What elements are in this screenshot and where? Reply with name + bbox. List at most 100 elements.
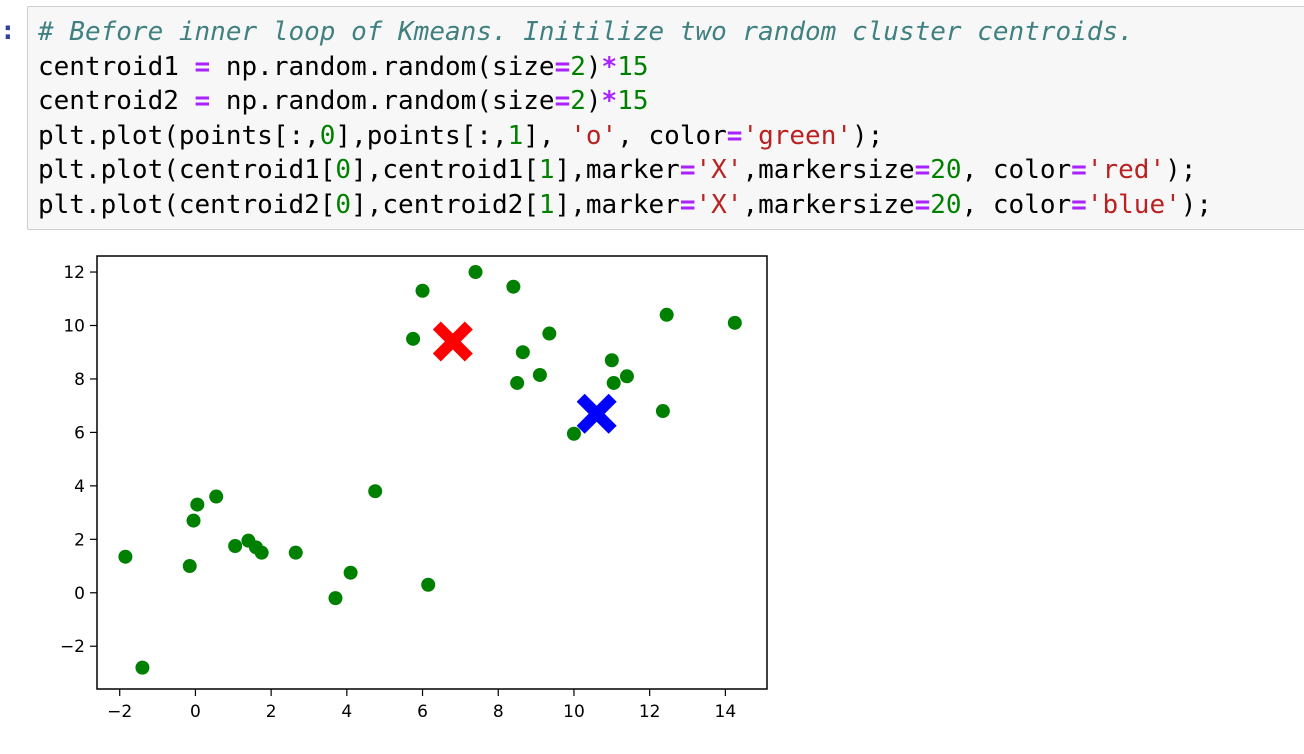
y-tick-label: 0: [74, 584, 85, 604]
data-point: [186, 513, 201, 528]
code-token: 0: [335, 189, 352, 220]
code-token: np.random.random(size: [210, 51, 555, 82]
data-point: [510, 375, 525, 390]
code-token: 2: [570, 86, 586, 116]
x-tick-label: 2: [266, 702, 277, 722]
code-token: 20: [930, 189, 962, 220]
data-point: [659, 307, 674, 322]
cell-prompt: :: [0, 16, 16, 46]
data-point: [190, 497, 205, 512]
code-cell-input[interactable]: # Before inner loop of Kmeans. Initilize…: [27, 6, 1304, 230]
code-token: 1: [538, 189, 555, 220]
x-tick-label: −2: [107, 702, 132, 722]
cell-output: −2 0 2 4 6 8 10 12 14 −2 0 2 4 6 8 10 12: [0, 240, 1304, 750]
axes-frame: [96, 255, 768, 690]
data-point: [606, 375, 621, 390]
code-token: =: [194, 51, 211, 82]
data-point: [421, 577, 436, 592]
code-token: =: [914, 189, 931, 220]
code-token: ],marker: [554, 189, 680, 220]
code-token: plt.plot(centroid2[: [38, 189, 336, 220]
y-axis: −2 0 2 4 6 8 10 12: [60, 263, 97, 657]
code-token: =: [554, 51, 571, 82]
data-point: [135, 660, 150, 675]
code-token: centroid1: [38, 51, 195, 82]
data-point: [209, 489, 224, 504]
code-line: plt.plot(centroid2[0],centroid2[1],marke…: [38, 188, 1304, 223]
code-token: ],marker: [554, 155, 680, 185]
y-tick-label: −2: [60, 637, 85, 657]
code-token: 15: [617, 86, 649, 116]
code-token: , color: [961, 189, 1072, 220]
code-token: 'green': [742, 120, 853, 151]
code-token: =: [1071, 155, 1087, 185]
code-token: 2: [570, 51, 586, 82]
code-token: =: [679, 189, 696, 220]
code-token: =: [194, 86, 211, 116]
code-token: ],centroid2[: [351, 189, 539, 220]
scatter-plot: −2 0 2 4 6 8 10 12 14 −2 0 2 4 6 8 10 12: [60, 255, 768, 722]
y-tick-label: 12: [63, 263, 85, 283]
data-point: [655, 404, 670, 419]
code-token: );: [852, 120, 884, 151]
code-token: ): [585, 86, 602, 116]
code-token: =: [726, 120, 743, 151]
code-token: 0: [319, 120, 336, 151]
code-token: 1: [538, 155, 555, 185]
code-token: , color: [617, 120, 727, 151]
data-point: [415, 283, 430, 298]
data-point: [228, 539, 243, 554]
code-token: 'X': [695, 155, 743, 185]
data-point: [118, 549, 133, 564]
code-token: , color: [961, 155, 1072, 185]
data-point: [406, 331, 421, 346]
data-point: [727, 315, 742, 330]
x-axis: −2 0 2 4 6 8 10 12 14: [107, 689, 736, 722]
red-centroid-marker: [432, 321, 473, 362]
x-tick-label: 12: [639, 702, 661, 722]
code-token: 'X': [695, 189, 743, 220]
y-tick-label: 6: [74, 423, 85, 443]
code-line: plt.plot(centroid1[0],centroid1[1],marke…: [38, 153, 1304, 188]
code-token: 15: [617, 51, 649, 82]
code-editor[interactable]: # Before inner loop of Kmeans. Initilize…: [38, 15, 1304, 222]
code-token: plt.plot(centroid1[: [38, 155, 336, 185]
data-point: [532, 367, 547, 382]
data-point: [566, 426, 581, 441]
code-token: 'blue': [1086, 189, 1181, 220]
code-token: 'o': [570, 120, 618, 151]
data-point: [343, 565, 358, 580]
data-point: [542, 326, 557, 341]
code-token: ],: [523, 120, 571, 151]
data-point: [506, 279, 521, 294]
code-token: plt.plot(points[:,: [38, 120, 320, 151]
code-token: np.random.random(size: [210, 86, 555, 116]
code-token: =: [914, 155, 931, 185]
x-tick-label: 10: [563, 702, 585, 722]
code-token: =: [554, 86, 571, 116]
data-point: [328, 591, 343, 606]
code-line: centroid1 = np.random.random(size=2)*15: [38, 50, 1304, 85]
code-token: );: [1165, 155, 1197, 185]
code-token: 0: [335, 155, 352, 185]
x-tick-label: 8: [493, 702, 504, 722]
code-token: centroid2: [38, 86, 195, 116]
data-point: [288, 545, 303, 560]
code-line: centroid2 = np.random.random(size=2)*15: [38, 84, 1304, 119]
y-tick-label: 8: [74, 370, 85, 390]
data-point: [182, 559, 197, 574]
code-token: # Before inner loop of Kmeans. Initilize…: [38, 17, 1134, 47]
data-point: [254, 545, 269, 560]
x-tick-label: 4: [341, 702, 352, 722]
y-tick-label: 4: [74, 477, 85, 497]
y-tick-label: 2: [74, 530, 85, 550]
code-token: =: [1071, 189, 1087, 220]
code-line: plt.plot(points[:,0],points[:,1], 'o', c…: [38, 119, 1304, 154]
code-token: 'red': [1086, 155, 1166, 185]
code-token: 1: [507, 120, 524, 151]
code-token: ],centroid1[: [351, 155, 539, 185]
data-point: [368, 484, 383, 499]
plot-marks: [118, 265, 742, 675]
code-token: *: [601, 51, 618, 82]
code-token: ,markersize: [742, 189, 915, 220]
